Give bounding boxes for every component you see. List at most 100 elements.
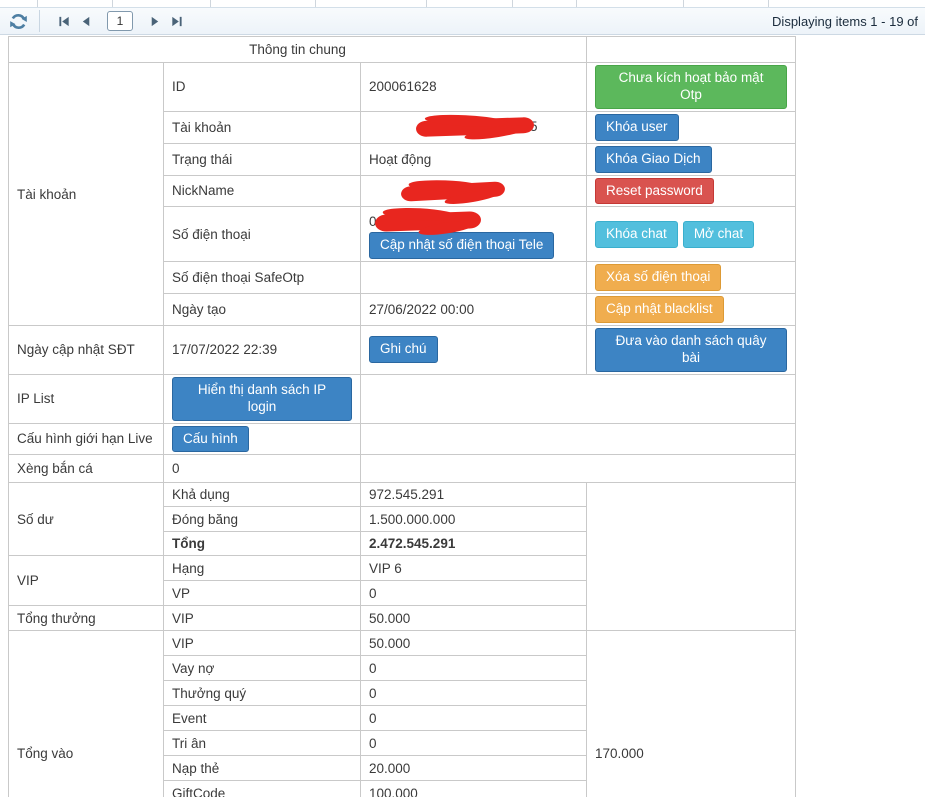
sliver-cell xyxy=(577,0,685,7)
empty-area xyxy=(359,373,797,424)
sliver-cell xyxy=(768,0,925,7)
group-label-balance: Số dư xyxy=(8,482,164,557)
displaying-items-status: Displaying items 1 - 19 of xyxy=(772,13,918,29)
lock-chat-button[interactable]: Khóa chat xyxy=(595,220,678,248)
empty-area xyxy=(359,454,797,484)
nickname-label: NickName xyxy=(163,174,361,208)
pager: 1 xyxy=(53,10,187,32)
status-label: Trạng thái xyxy=(163,142,361,176)
prev-page-icon xyxy=(82,16,89,26)
available-label: Khả dụng xyxy=(163,482,361,508)
table-row: Tổng vào VIP 50.000 170.000 xyxy=(8,630,797,797)
live-limit-label: Cấu hình giới hạn Live xyxy=(8,422,164,456)
header-empty-cell xyxy=(586,36,797,63)
group-label-vip: VIP xyxy=(8,555,164,607)
table-row: Event 0 xyxy=(9,705,796,732)
lock-transactions-button[interactable]: Khóa Giao Dịch xyxy=(595,145,712,173)
giftcode-label: GiftCode xyxy=(163,780,361,797)
open-chat-button[interactable]: Mở chat xyxy=(682,220,755,248)
configure-live-limit-button[interactable]: Cấu hình xyxy=(172,425,249,453)
available-value: 972.545.291 xyxy=(359,482,588,508)
table-row: Tổng 2.472.545.291 xyxy=(9,531,796,557)
update-blacklist-button[interactable]: Cập nhật blacklist xyxy=(595,296,724,323)
sliver-cell xyxy=(37,0,113,7)
sliver-cell xyxy=(315,0,427,7)
next-page-icon xyxy=(151,16,158,26)
loan-label: Vay nợ xyxy=(163,655,361,682)
safeotp-value xyxy=(359,261,588,295)
empty-area xyxy=(359,422,797,456)
last-page-icon xyxy=(171,16,182,26)
card-topup-value: 20.000 xyxy=(359,755,588,782)
refresh-icon xyxy=(9,13,27,29)
table-row: Ngày tạo 27/06/2022 00:00 Cập nhật black… xyxy=(9,293,797,326)
table-row: IP List Hiển thị danh sách IP login xyxy=(8,373,797,424)
quarter-bonus-value: 0 xyxy=(359,680,588,707)
sliver-cell xyxy=(210,0,316,7)
redacted-username xyxy=(415,117,535,138)
page-number-input[interactable]: 1 xyxy=(107,11,133,31)
table-row: Vay nợ 0 xyxy=(9,655,796,682)
toolbar-separator xyxy=(39,10,40,32)
table-row: Thưởng quý 0 xyxy=(9,680,796,707)
add-to-cheater-list-button[interactable]: Đưa vào danh sách quây bài xyxy=(595,328,788,372)
lock-user-button[interactable]: Khóa user xyxy=(595,113,679,141)
giftcode-value: 100.000 xyxy=(359,780,588,797)
section-title: Thông tin chung xyxy=(7,36,588,63)
username-label: Tài khoản xyxy=(163,110,361,144)
fish-token-label: Xèng bắn cá xyxy=(8,454,164,484)
table-row: Ngày cập nhật SĐT 17/07/2022 22:39 Ghi c… xyxy=(8,325,797,375)
table-row: Tài khoản 5 Khóa user xyxy=(9,110,797,144)
frozen-value: 1.500.000.000 xyxy=(359,506,588,533)
loan-value: 0 xyxy=(359,655,588,682)
reset-password-button[interactable]: Reset password xyxy=(595,177,714,205)
table-row: Tài khoản ID 200061628 Chưa kích hoạt bả… xyxy=(8,62,797,326)
grid-toolbar: 1 Displaying items 1 - 19 of xyxy=(0,7,925,35)
table-row: Xèng bắn cá 0 xyxy=(8,454,797,484)
last-page-button[interactable] xyxy=(165,10,187,32)
frozen-label: Đóng băng xyxy=(163,506,361,533)
group-label-account: Tài khoản xyxy=(8,62,164,326)
created-label: Ngày tạo xyxy=(163,293,361,326)
gratitude-label: Tri ân xyxy=(163,730,361,757)
in-vip-value: 50.000 xyxy=(359,630,588,657)
balance-total-value: 2.472.545.291 xyxy=(359,531,588,557)
event-value: 0 xyxy=(359,705,588,732)
table-row: Đóng băng 1.500.000.000 xyxy=(9,506,796,533)
id-label: ID xyxy=(163,62,361,112)
update-tele-phone-button[interactable]: Cập nhật số điện thoại Tele xyxy=(369,232,555,260)
gratitude-value: 0 xyxy=(359,730,588,757)
username-value: 5 xyxy=(359,110,588,144)
note-button[interactable]: Ghi chú xyxy=(369,336,438,364)
safeotp-label: Số điện thoại SafeOtp xyxy=(163,261,361,295)
vip-rank-label: Hạng xyxy=(163,555,361,582)
show-ip-login-button[interactable]: Hiển thị danh sách IP login xyxy=(172,376,352,421)
sliver-cell xyxy=(112,0,211,7)
delete-phone-button[interactable]: Xóa số điện thoại xyxy=(595,264,722,292)
sliver-cell xyxy=(513,0,578,7)
otp-status-button[interactable]: Chưa kích hoạt bảo mật Otp xyxy=(595,65,788,109)
redacted-phone xyxy=(374,211,481,232)
first-page-button[interactable] xyxy=(53,10,75,32)
table-row: VIP Hạng VIP 6 xyxy=(8,555,796,607)
table-row: Cấu hình giới hạn Live Cấu hình xyxy=(8,422,797,456)
table-row: GiftCode 100.000 xyxy=(9,780,796,797)
prev-page-button[interactable] xyxy=(75,10,97,32)
sliver-cell xyxy=(426,0,514,7)
refresh-button[interactable] xyxy=(4,9,32,33)
status-badge: Hoạt động xyxy=(359,142,588,176)
ip-list-label: IP List xyxy=(8,373,164,424)
account-info-table: Thông tin chung Tài khoản ID 200061628 C… xyxy=(7,36,797,797)
next-page-button[interactable] xyxy=(143,10,165,32)
fish-token-value: 0 xyxy=(163,454,361,484)
vp-label: VP xyxy=(163,580,361,607)
sliver-cell xyxy=(684,0,769,7)
group-label-total-bonus: Tổng thưởng xyxy=(8,605,164,632)
redacted-nickname xyxy=(400,181,506,202)
in-vip-label: VIP xyxy=(163,630,361,657)
phone-value: 0 Cập nhật số điện thoại Tele xyxy=(359,206,588,263)
first-page-icon xyxy=(58,16,69,26)
quarter-bonus-label: Thưởng quý xyxy=(163,680,361,707)
sliver-cell xyxy=(0,0,38,7)
